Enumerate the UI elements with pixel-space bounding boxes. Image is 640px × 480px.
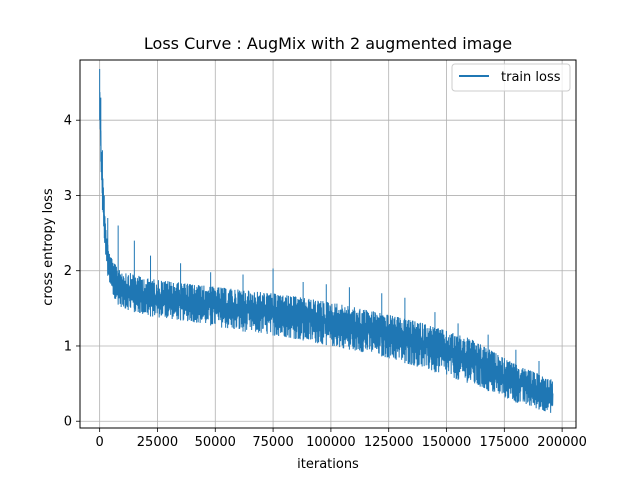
- x-tick-label: 150000: [422, 435, 472, 450]
- x-axis-ticks: 0 25000 50000 75000 100000 125000 150000 175000…: [96, 428, 587, 450]
- x-axis-label: iterations: [297, 457, 359, 472]
- x-tick-label: 175000: [479, 435, 529, 450]
- y-tick-label: 1: [64, 339, 72, 354]
- x-tick-label: 75000: [252, 435, 293, 450]
- legend-label-train-loss: train loss: [501, 70, 561, 85]
- x-tick-label: 100000: [306, 435, 356, 450]
- legend-box: [451, 63, 571, 92]
- y-tick-label: 3: [64, 189, 72, 204]
- x-tick-label: 25000: [137, 435, 178, 450]
- legend: train loss: [451, 63, 571, 92]
- y-tick-label: 0: [64, 415, 72, 430]
- series-line-train-loss: [99, 69, 554, 413]
- y-axis-label: cross entropy loss: [41, 188, 56, 306]
- chart-title: Loss Curve : AugMix with 2 augmented ima…: [144, 34, 512, 53]
- x-tick-label: 125000: [364, 435, 414, 450]
- y-axis-ticks: 0 1 2 3 4: [64, 114, 80, 430]
- x-tick-label: 200000: [537, 435, 587, 450]
- x-tick-label: 50000: [195, 435, 236, 450]
- x-tick-label: 0: [96, 435, 104, 450]
- plot-area: [99, 69, 554, 413]
- y-tick-label: 2: [64, 264, 72, 279]
- y-tick-label: 4: [64, 114, 72, 129]
- grid-lines: [80, 60, 576, 428]
- axes-frame: [79, 59, 577, 429]
